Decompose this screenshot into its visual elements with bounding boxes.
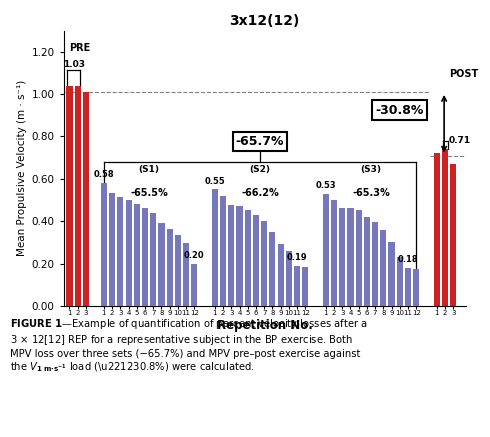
Text: 0.58: 0.58 bbox=[94, 170, 114, 179]
X-axis label: Repetition No.: Repetition No. bbox=[217, 319, 313, 332]
Bar bbox=[277, 244, 284, 306]
Bar bbox=[74, 86, 81, 306]
Bar bbox=[220, 196, 226, 306]
Bar bbox=[66, 86, 73, 306]
Text: -65.3%: -65.3% bbox=[352, 188, 390, 198]
Bar bbox=[175, 235, 181, 306]
Text: (S3): (S3) bbox=[361, 165, 382, 173]
Bar bbox=[191, 264, 197, 306]
Bar bbox=[397, 257, 403, 306]
Text: 1.03: 1.03 bbox=[63, 60, 85, 69]
Text: 0.20: 0.20 bbox=[184, 251, 205, 260]
Text: (S1): (S1) bbox=[139, 165, 160, 173]
Bar bbox=[261, 221, 267, 306]
Bar bbox=[245, 210, 251, 306]
Bar bbox=[405, 268, 411, 306]
Bar bbox=[434, 153, 440, 306]
Bar bbox=[347, 208, 354, 306]
Bar bbox=[228, 205, 234, 306]
Text: POST: POST bbox=[449, 69, 478, 79]
Bar bbox=[142, 208, 148, 306]
Text: 0.19: 0.19 bbox=[287, 253, 307, 262]
Title: 3x12(12): 3x12(12) bbox=[229, 14, 300, 28]
Bar bbox=[323, 194, 329, 306]
Text: 0.18: 0.18 bbox=[398, 255, 418, 264]
Bar bbox=[389, 243, 394, 306]
Bar bbox=[167, 229, 173, 306]
Bar bbox=[270, 232, 275, 306]
Text: -66.2%: -66.2% bbox=[241, 188, 279, 198]
Bar bbox=[134, 204, 140, 306]
Bar bbox=[286, 251, 292, 306]
Bar bbox=[339, 208, 345, 306]
Text: -65.7%: -65.7% bbox=[236, 135, 284, 148]
Bar bbox=[212, 189, 218, 306]
Bar bbox=[117, 197, 123, 306]
Bar bbox=[413, 269, 419, 306]
Bar bbox=[294, 266, 300, 306]
Text: $\bf{FIGURE\ 1}$—Example of quantification of percent velocity losses after a
3 : $\bf{FIGURE\ 1}$—Example of quantificati… bbox=[10, 317, 368, 374]
Text: PRE: PRE bbox=[69, 43, 90, 53]
Bar bbox=[442, 149, 448, 306]
Bar bbox=[302, 267, 308, 306]
Text: 0.55: 0.55 bbox=[204, 177, 225, 186]
Text: 0.71: 0.71 bbox=[449, 136, 471, 145]
Text: -30.8%: -30.8% bbox=[375, 104, 424, 117]
Text: (S2): (S2) bbox=[249, 165, 270, 173]
Text: 0.53: 0.53 bbox=[316, 181, 336, 190]
Bar bbox=[183, 243, 189, 306]
Bar bbox=[109, 193, 115, 306]
Y-axis label: Mean Propulsive Velocity (m · s⁻¹): Mean Propulsive Velocity (m · s⁻¹) bbox=[17, 80, 27, 257]
Bar bbox=[83, 92, 89, 306]
Bar bbox=[158, 223, 165, 306]
Bar bbox=[331, 200, 337, 306]
Bar bbox=[372, 222, 378, 306]
Bar bbox=[237, 206, 243, 306]
Bar bbox=[356, 210, 362, 306]
Text: -65.5%: -65.5% bbox=[130, 188, 168, 198]
Bar bbox=[380, 230, 387, 306]
Bar bbox=[150, 213, 156, 306]
Bar bbox=[450, 164, 456, 306]
Bar bbox=[253, 215, 259, 306]
Bar bbox=[125, 200, 132, 306]
Bar bbox=[101, 183, 107, 306]
Bar bbox=[364, 217, 370, 306]
